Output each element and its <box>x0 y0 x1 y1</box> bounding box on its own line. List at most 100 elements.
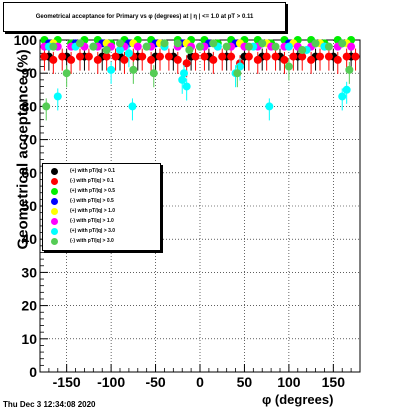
data-point <box>258 39 267 48</box>
data-point <box>133 42 142 51</box>
data-point <box>244 52 253 61</box>
legend-label: (+) with pT/|q| > 3.0 <box>70 228 116 234</box>
data-point <box>244 42 253 51</box>
data-point <box>307 55 316 64</box>
x-tick-label: 100 <box>277 374 301 390</box>
data-point <box>200 52 209 61</box>
data-point <box>173 55 182 64</box>
legend-entry: (-) with pT/|q| > 0.5 <box>43 197 160 207</box>
data-point <box>102 52 111 61</box>
y-tick-label: 90 <box>21 65 37 81</box>
x-tick-label: 0 <box>196 374 204 390</box>
data-point <box>42 102 51 111</box>
data-point <box>253 55 262 64</box>
chart-title: Geometrical acceptance for Primary vs φ … <box>35 14 254 20</box>
data-point <box>49 55 58 64</box>
data-point <box>129 65 138 74</box>
data-point <box>53 92 62 101</box>
data-point <box>311 39 320 48</box>
data-point <box>185 45 194 54</box>
data-point <box>196 42 204 51</box>
data-point <box>284 42 293 51</box>
data-point <box>324 42 333 51</box>
legend-marker <box>51 178 58 185</box>
x-tick-label: 150 <box>322 374 346 390</box>
x-tick-label: -50 <box>145 374 165 390</box>
data-point <box>93 55 102 64</box>
data-point <box>156 52 164 61</box>
data-point <box>76 52 84 61</box>
data-point <box>209 55 218 64</box>
legend-entry: (-) with pT/|q| > 3.0 <box>43 237 160 247</box>
y-tick-label: 70 <box>21 132 37 148</box>
y-tick-label: 80 <box>21 98 37 114</box>
data-point <box>333 55 342 64</box>
data-point <box>236 62 244 71</box>
data-point <box>342 85 351 94</box>
data-point <box>138 52 147 61</box>
x-tick-label: -100 <box>97 374 125 390</box>
data-point <box>40 52 49 61</box>
data-point <box>338 39 347 48</box>
y-axis-label: Geometrical acceptance (%) <box>14 49 32 250</box>
data-point <box>351 52 360 61</box>
data-point <box>289 52 298 61</box>
legend-label: (+) with pT/|q| > 1.0 <box>70 208 116 214</box>
legend-marker <box>51 228 58 235</box>
data-point <box>271 52 280 61</box>
legend-label: (-) with pT/|q| > 1.0 <box>70 218 114 224</box>
data-point <box>233 69 242 78</box>
data-point <box>316 52 324 61</box>
legend-entry: (-) with pT/|q| > 1.0 <box>43 217 160 227</box>
data-point <box>209 39 218 48</box>
legend-label: (+) with pT/|q| > 0.1 <box>70 168 116 174</box>
legend-marker <box>51 168 58 175</box>
data-point <box>58 52 67 61</box>
y-tick-label: 20 <box>21 298 37 314</box>
data-point <box>262 52 271 61</box>
data-point <box>76 39 84 48</box>
data-point <box>298 52 307 61</box>
y-tick-label: 40 <box>21 231 37 247</box>
data-point <box>147 55 156 64</box>
data-point <box>164 52 173 61</box>
legend-label: (-) with pT/|q| > 0.1 <box>70 178 114 184</box>
data-point <box>222 42 231 51</box>
data-point <box>218 52 227 61</box>
x-tick-label: 50 <box>237 374 253 390</box>
data-point <box>298 45 307 54</box>
data-point <box>182 59 191 68</box>
data-point <box>116 39 124 48</box>
legend-marker <box>51 208 58 215</box>
data-point <box>49 42 58 51</box>
data-point <box>128 102 137 111</box>
data-point <box>347 42 356 51</box>
data-point <box>62 69 71 78</box>
timestamp: Thu Dec 3 12:34:08 2020 <box>3 400 96 409</box>
y-tick-label: 100 <box>14 32 38 48</box>
data-point <box>173 39 182 48</box>
data-point <box>271 42 280 51</box>
legend-label: (+) with pT/|q| > 0.5 <box>70 188 116 194</box>
data-point <box>120 55 129 64</box>
data-point <box>324 52 333 61</box>
legend-marker <box>51 218 58 225</box>
y-tick-label: 10 <box>21 331 37 347</box>
data-point <box>84 52 93 61</box>
data-point <box>182 82 191 91</box>
data-point <box>227 52 236 61</box>
y-tick-label: 60 <box>21 165 37 181</box>
data-point <box>284 62 293 71</box>
data-point <box>160 39 169 48</box>
data-point <box>149 69 158 78</box>
data-point <box>338 92 347 101</box>
legend-label: (-) with pT/|q| > 0.5 <box>70 198 114 204</box>
x-tick-label: -150 <box>53 374 81 390</box>
data-point <box>67 55 76 64</box>
data-point <box>102 45 111 54</box>
y-tick-label: 50 <box>21 198 37 214</box>
data-point <box>111 52 120 61</box>
legend-marker <box>51 198 58 205</box>
x-axis-label: φ (degrees) <box>262 392 334 407</box>
